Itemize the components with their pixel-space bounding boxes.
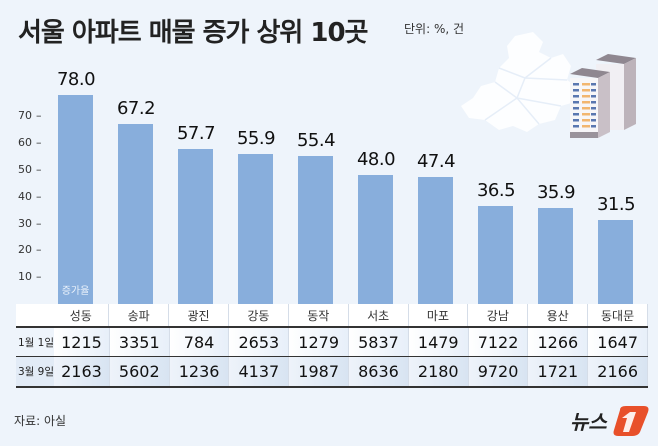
bar-서초 [358, 175, 393, 304]
chart-title: 서울 아파트 매물 증가 상위 10곳 [18, 18, 368, 48]
bar-강동 [238, 154, 273, 304]
unit-label: 단위: %, 건 [404, 22, 465, 36]
bar-value-label: 47.4 [416, 150, 456, 172]
bar-value-label: 48.0 [356, 149, 396, 171]
bar-송파 [118, 123, 153, 304]
table-header-row: 성동 송파 광진 강동 동작 서초 마포 강남 용산 동대문 [16, 304, 648, 328]
table-cell: 5602 [109, 357, 170, 386]
table-cell: 1236 [169, 357, 230, 386]
bar-value-label: 35.9 [536, 181, 576, 203]
bar-value-label: 31.5 [596, 193, 636, 215]
bar-강남 [478, 206, 513, 304]
bar-용산 [538, 207, 573, 304]
table-cell: 성동 [53, 304, 110, 326]
table-cell: 동작 [288, 304, 349, 326]
bar-동대문 [598, 219, 633, 304]
y-tick: 60– [18, 136, 42, 150]
series-label: 증가율 [61, 286, 90, 297]
table-cell: 8636 [349, 357, 409, 386]
table-cell: 강동 [228, 304, 289, 326]
table-row: 1월 1일 1215 3351 784 2653 1279 5837 1479 7122 126… [16, 328, 649, 357]
source-note: 자료: 아실 [14, 414, 67, 428]
table-cell: 광진 [169, 304, 229, 326]
news1-logo: 뉴스 [570, 406, 649, 436]
table-cell: 용산 [528, 304, 589, 326]
table-cell: 1647 [588, 328, 649, 356]
bar-value-label: 78.0 [56, 68, 96, 90]
table-cell: 784 [169, 328, 230, 356]
y-axis: 10– 20– 30– 40– 50– 60– 70– [0, 0, 50, 310]
table-cell: 1215 [54, 328, 110, 356]
table-cell: 1987 [289, 357, 350, 386]
table-cell: 9720 [468, 357, 529, 386]
bar-value-label: 36.5 [476, 180, 516, 202]
y-tick: 10– [18, 270, 42, 284]
table-cell: 3351 [109, 328, 170, 356]
table-cell: 동대문 [588, 304, 648, 326]
table-cell: 송파 [109, 304, 170, 326]
bar-광진 [178, 149, 213, 304]
table-cell: 1721 [528, 357, 589, 386]
data-table: 성동 송파 광진 강동 동작 서초 마포 강남 용산 동대문 1월 1일 1215 3351 784 2… [16, 304, 649, 388]
row-label: 1월 1일 [18, 336, 55, 349]
bar-동작 [298, 155, 333, 304]
y-tick: 30– [18, 216, 42, 230]
bar-성동 [58, 94, 93, 304]
table-cell: 1266 [528, 328, 589, 356]
table-cell: 1279 [289, 328, 350, 356]
table-cell: 서초 [348, 304, 409, 326]
table-cell: 2163 [54, 357, 110, 386]
table-cell: 2180 [408, 357, 469, 386]
table-cell: 4137 [229, 357, 290, 386]
row-label: 3월 9일 [18, 366, 55, 378]
y-tick: 70– [18, 109, 42, 123]
table-cell: 2166 [588, 357, 649, 386]
logo-text: 뉴스 [570, 410, 608, 434]
bar-value-label: 67.2 [116, 97, 156, 119]
apartment-building-icon [570, 54, 636, 138]
bar-chart: 78.0 67.2 57.7 55.9 55.4 48.0 47.4 36.5 35.9 31.5 [56, 68, 636, 304]
y-tick: 20– [18, 243, 42, 257]
bar-value-label: 57.7 [176, 123, 216, 145]
bar-마포 [418, 176, 453, 304]
table-cell: 1479 [408, 328, 469, 356]
table-cell: 마포 [408, 304, 469, 326]
y-tick: 50– [18, 163, 42, 176]
table-cell: 5837 [349, 328, 409, 356]
table-cell: 2653 [229, 328, 290, 356]
table-cell: 7122 [468, 328, 529, 356]
seoul-map-icon [461, 32, 579, 132]
y-tick: 40– [18, 189, 42, 203]
table-row: 3월 9일 2163 5602 1236 4137 1987 8636 2180 9720 17… [16, 357, 649, 388]
table-cell: 강남 [468, 304, 529, 326]
bar-value-label: 55.4 [296, 129, 336, 151]
bar-value-label: 55.9 [236, 128, 276, 150]
